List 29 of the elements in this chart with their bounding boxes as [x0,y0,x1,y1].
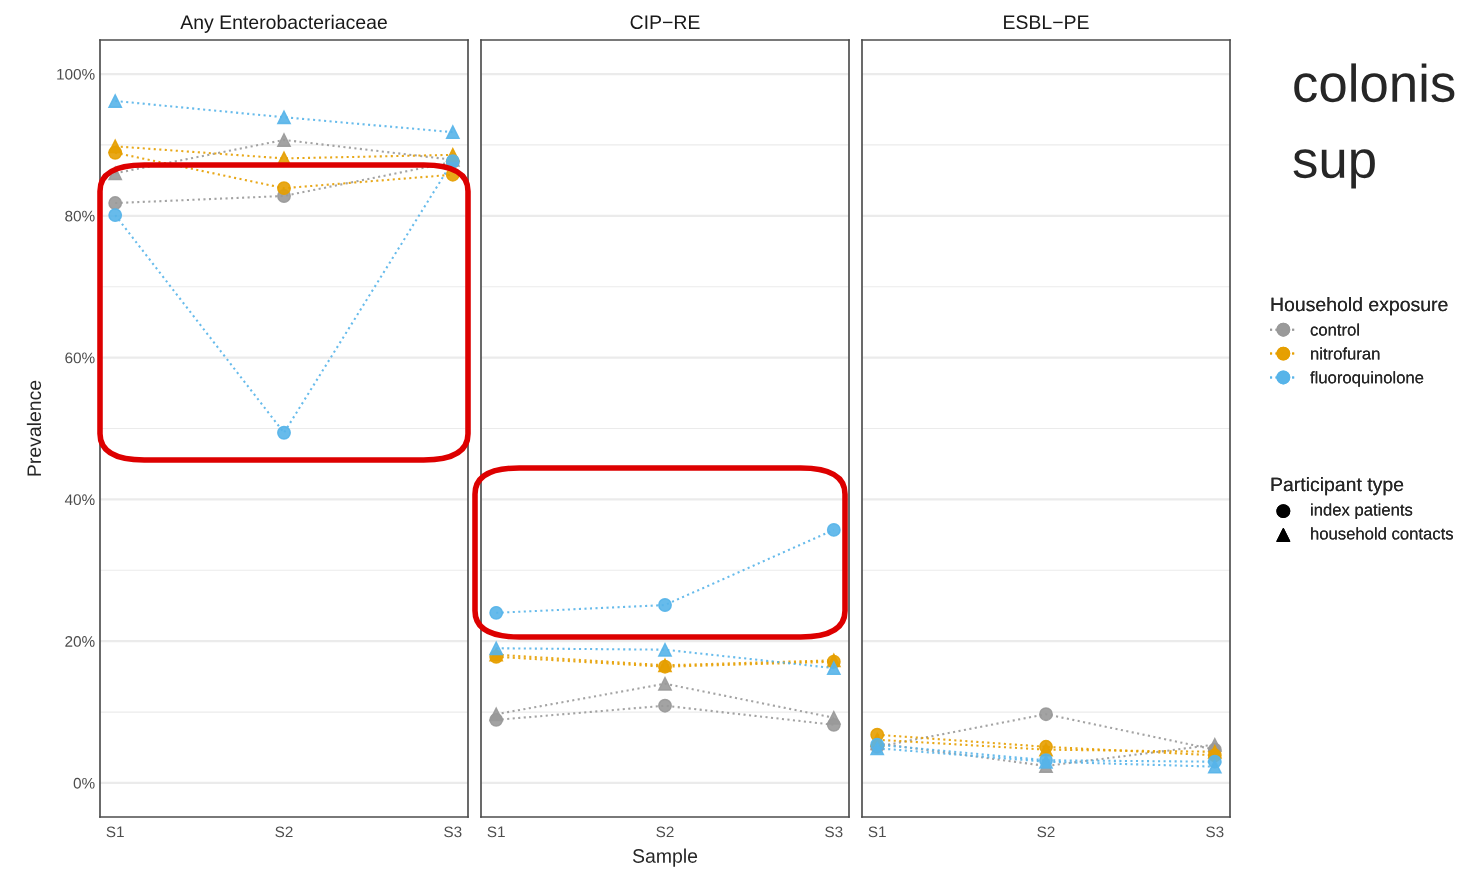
x-tick-label: S1 [106,826,124,838]
y-tick-label: 40% [64,494,95,506]
x-tick-label: S3 [1206,826,1224,838]
legend-label: index patients [1311,503,1413,519]
chart-title: Any Enterobacteriaceae [180,14,387,33]
x-tick-label: S1 [487,826,505,838]
text: sup [1293,149,1375,189]
text: Participant type [1271,477,1404,496]
x-tick-label: S3 [444,826,462,838]
y-tick-label: 0% [73,777,95,789]
x-tick-label: S2 [275,826,293,838]
legend-label: control [1310,323,1359,336]
x-tick-label: S2 [1037,826,1055,838]
y-tick-label: 80% [65,210,95,222]
text: Household exposure [1271,297,1448,316]
y-tick-label: 100% [57,68,95,80]
legend-label: fluoroquinolone [1310,371,1424,387]
x-tick-label: S3 [825,826,843,838]
x-axis-title: Sample [632,848,698,867]
legend-label: household contacts [1311,527,1454,540]
y-tick-label: 60% [65,352,95,364]
x-tick-label: S1 [868,826,886,838]
chart-title: ESBL−PE [1004,15,1089,30]
y-tick-label: 20% [65,636,95,647]
text: colonis [1294,63,1455,103]
chart-title: CIP−RE [630,15,700,30]
legend-label: nitrofuran [1311,347,1380,360]
y-axis-title: Prevalence [26,380,42,476]
x-tick-label: S2 [656,826,674,838]
